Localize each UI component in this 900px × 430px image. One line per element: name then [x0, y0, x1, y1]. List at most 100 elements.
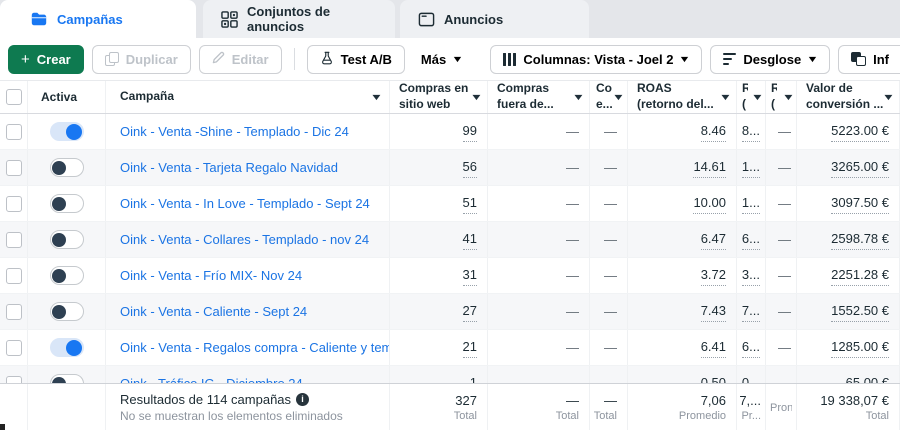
- row-checkbox[interactable]: [5, 231, 22, 248]
- metric1-value[interactable]: 0...: [742, 373, 760, 383]
- metric1-value[interactable]: 1...: [741, 193, 760, 214]
- header-offline-purchases[interactable]: Compras fuera de... ▼: [488, 81, 590, 113]
- columns-label: Columnas: Vista - Joel 2: [523, 51, 674, 67]
- conversion-value[interactable]: 2598.78 €: [831, 229, 889, 250]
- sort-caret-icon[interactable]: ▼: [781, 92, 796, 102]
- breakdown-button[interactable]: Desglose ▼: [710, 44, 831, 74]
- more-label: Más: [420, 51, 447, 67]
- roas-value[interactable]: 8.46: [700, 121, 726, 142]
- web-purchases-value[interactable]: 99: [462, 121, 477, 142]
- row-checkbox[interactable]: [5, 267, 22, 284]
- duplicate-button[interactable]: Duplicar: [91, 44, 191, 74]
- metric1-value[interactable]: 8...: [741, 121, 760, 142]
- entity-tabs: Campañas Conjuntos de anuncios Anuncios: [0, 0, 900, 38]
- conversion-value[interactable]: 1285.00 €: [831, 337, 889, 358]
- campaign-link[interactable]: Oink - Venta - Caliente - Sept 24: [120, 304, 308, 319]
- header-web-purchases[interactable]: Compras en elsitio web ▼: [390, 81, 488, 113]
- metric2-value: —: [778, 376, 791, 383]
- roas-value[interactable]: 6.41: [700, 337, 726, 358]
- campaign-link[interactable]: Oink - Venta - Regalos compra - Caliente…: [120, 340, 389, 355]
- create-label: Crear: [36, 51, 71, 67]
- web-purchases-value[interactable]: 56: [462, 157, 477, 178]
- campaign-toggle[interactable]: [49, 302, 84, 321]
- table-row: Oink - Venta - Collares - Templado - nov…: [0, 222, 900, 258]
- tab-ads[interactable]: Anuncios: [400, 0, 589, 38]
- conversion-value[interactable]: 1552.50 €: [831, 301, 889, 322]
- ab-test-button[interactable]: Test A/B: [306, 44, 405, 74]
- offline-purchases-value: —: [566, 304, 579, 319]
- metric1-value[interactable]: 1...: [741, 157, 760, 178]
- header-campaign[interactable]: Campaña ▼: [106, 81, 390, 113]
- header-conversion-value[interactable]: Valor de conversión ... ▼: [797, 81, 900, 113]
- web-purchases-value[interactable]: 31: [462, 265, 477, 286]
- header-metric-2[interactable]: R(▼: [766, 81, 797, 113]
- roas-value[interactable]: 14.61: [693, 157, 726, 178]
- campaign-link[interactable]: Oink - Venta - Tarjeta Regalo Navidad: [120, 160, 338, 175]
- select-all-checkbox[interactable]: [5, 89, 22, 105]
- roas-value[interactable]: 6.47: [700, 229, 726, 250]
- campaign-toggle[interactable]: [49, 374, 84, 383]
- metric1-value[interactable]: 7...: [741, 301, 760, 322]
- sort-caret-icon[interactable]: ▼: [469, 92, 484, 102]
- tab-campaigns[interactable]: Campañas: [0, 0, 196, 38]
- roas-value[interactable]: 10.00: [693, 193, 726, 214]
- sort-caret-icon[interactable]: ▼: [750, 92, 765, 102]
- conversion-value[interactable]: 3097.50 €: [831, 193, 889, 214]
- conversion-value[interactable]: 5223.00 €: [831, 121, 889, 142]
- sort-caret-icon[interactable]: ▼: [369, 92, 384, 102]
- conversion-value[interactable]: 3265.00 €: [831, 157, 889, 178]
- conversion-value[interactable]: 2251.28 €: [831, 265, 889, 286]
- sort-caret-icon[interactable]: ▼: [611, 92, 626, 102]
- chevron-down-icon: ▼: [806, 53, 819, 64]
- footer-label: Total: [555, 409, 579, 422]
- web-purchases-value[interactable]: 51: [462, 193, 477, 214]
- row-checkbox[interactable]: [5, 375, 22, 383]
- campaign-toggle[interactable]: [49, 230, 84, 249]
- hline: Valor de: [806, 81, 853, 96]
- web-purchases-value[interactable]: 27: [462, 301, 477, 322]
- campaign-toggle[interactable]: [49, 122, 84, 141]
- more-button[interactable]: Más ▼: [412, 44, 471, 74]
- campaign-link[interactable]: Oink - Venta -Shine - Templado - Dic 24: [120, 124, 349, 139]
- roas-value[interactable]: 7.43: [700, 301, 726, 322]
- header-co[interactable]: Co e... ▼: [590, 81, 628, 113]
- web-purchases-value[interactable]: 1: [470, 373, 477, 383]
- row-checkbox[interactable]: [5, 339, 22, 356]
- tab-adsets[interactable]: Conjuntos de anuncios: [203, 0, 395, 38]
- info-icon[interactable]: i: [296, 392, 310, 406]
- row-checkbox[interactable]: [5, 195, 22, 212]
- breakdown-label: Desglose: [743, 51, 802, 67]
- columns-button[interactable]: Columnas: Vista - Joel 2 ▼: [490, 44, 703, 74]
- create-button[interactable]: + Crear: [8, 44, 84, 74]
- row-checkbox[interactable]: [5, 303, 22, 320]
- edit-button[interactable]: Editar: [198, 44, 282, 74]
- sort-caret-icon[interactable]: ▼: [881, 92, 896, 102]
- campaign-link[interactable]: Oink - Venta - In Love - Templado - Sept…: [120, 196, 370, 211]
- reports-button[interactable]: Inf: [838, 44, 900, 74]
- metric2-value: —: [778, 232, 791, 247]
- web-purchases-value[interactable]: 41: [462, 229, 477, 250]
- campaign-toggle[interactable]: [49, 158, 84, 177]
- campaign-toggle[interactable]: [49, 194, 84, 213]
- columns-icon: [503, 52, 517, 66]
- conversion-value[interactable]: 65.00 €: [846, 373, 889, 383]
- roas-value[interactable]: 3.72: [700, 265, 726, 286]
- roas-value[interactable]: 0.50: [701, 373, 726, 383]
- metric1-value[interactable]: 6...: [741, 229, 760, 250]
- row-checkbox[interactable]: [5, 159, 22, 176]
- campaign-link[interactable]: Oink - Venta - Frío MIX- Nov 24: [120, 268, 303, 283]
- campaign-link[interactable]: Oink - Venta - Collares - Templado - nov…: [120, 232, 370, 247]
- campaign-link[interactable]: Oink - Tráfico IG - Diciembre 24: [120, 376, 303, 383]
- campaign-toggle[interactable]: [49, 338, 84, 357]
- sort-caret-icon[interactable]: ▼: [571, 92, 586, 102]
- web-purchases-value[interactable]: 21: [462, 337, 477, 358]
- metric2-value: —: [778, 124, 791, 139]
- metric1-value[interactable]: 3...: [741, 265, 760, 286]
- sort-caret-icon[interactable]: ▼: [718, 92, 733, 102]
- header-roas[interactable]: ROAS (retorno del... ▼: [628, 81, 737, 113]
- header-metric-1[interactable]: R(▼: [737, 81, 766, 113]
- metric1-value[interactable]: 6...: [741, 337, 760, 358]
- footer-label: Promedio: [678, 409, 726, 422]
- row-checkbox[interactable]: [5, 123, 22, 140]
- campaign-toggle[interactable]: [49, 266, 84, 285]
